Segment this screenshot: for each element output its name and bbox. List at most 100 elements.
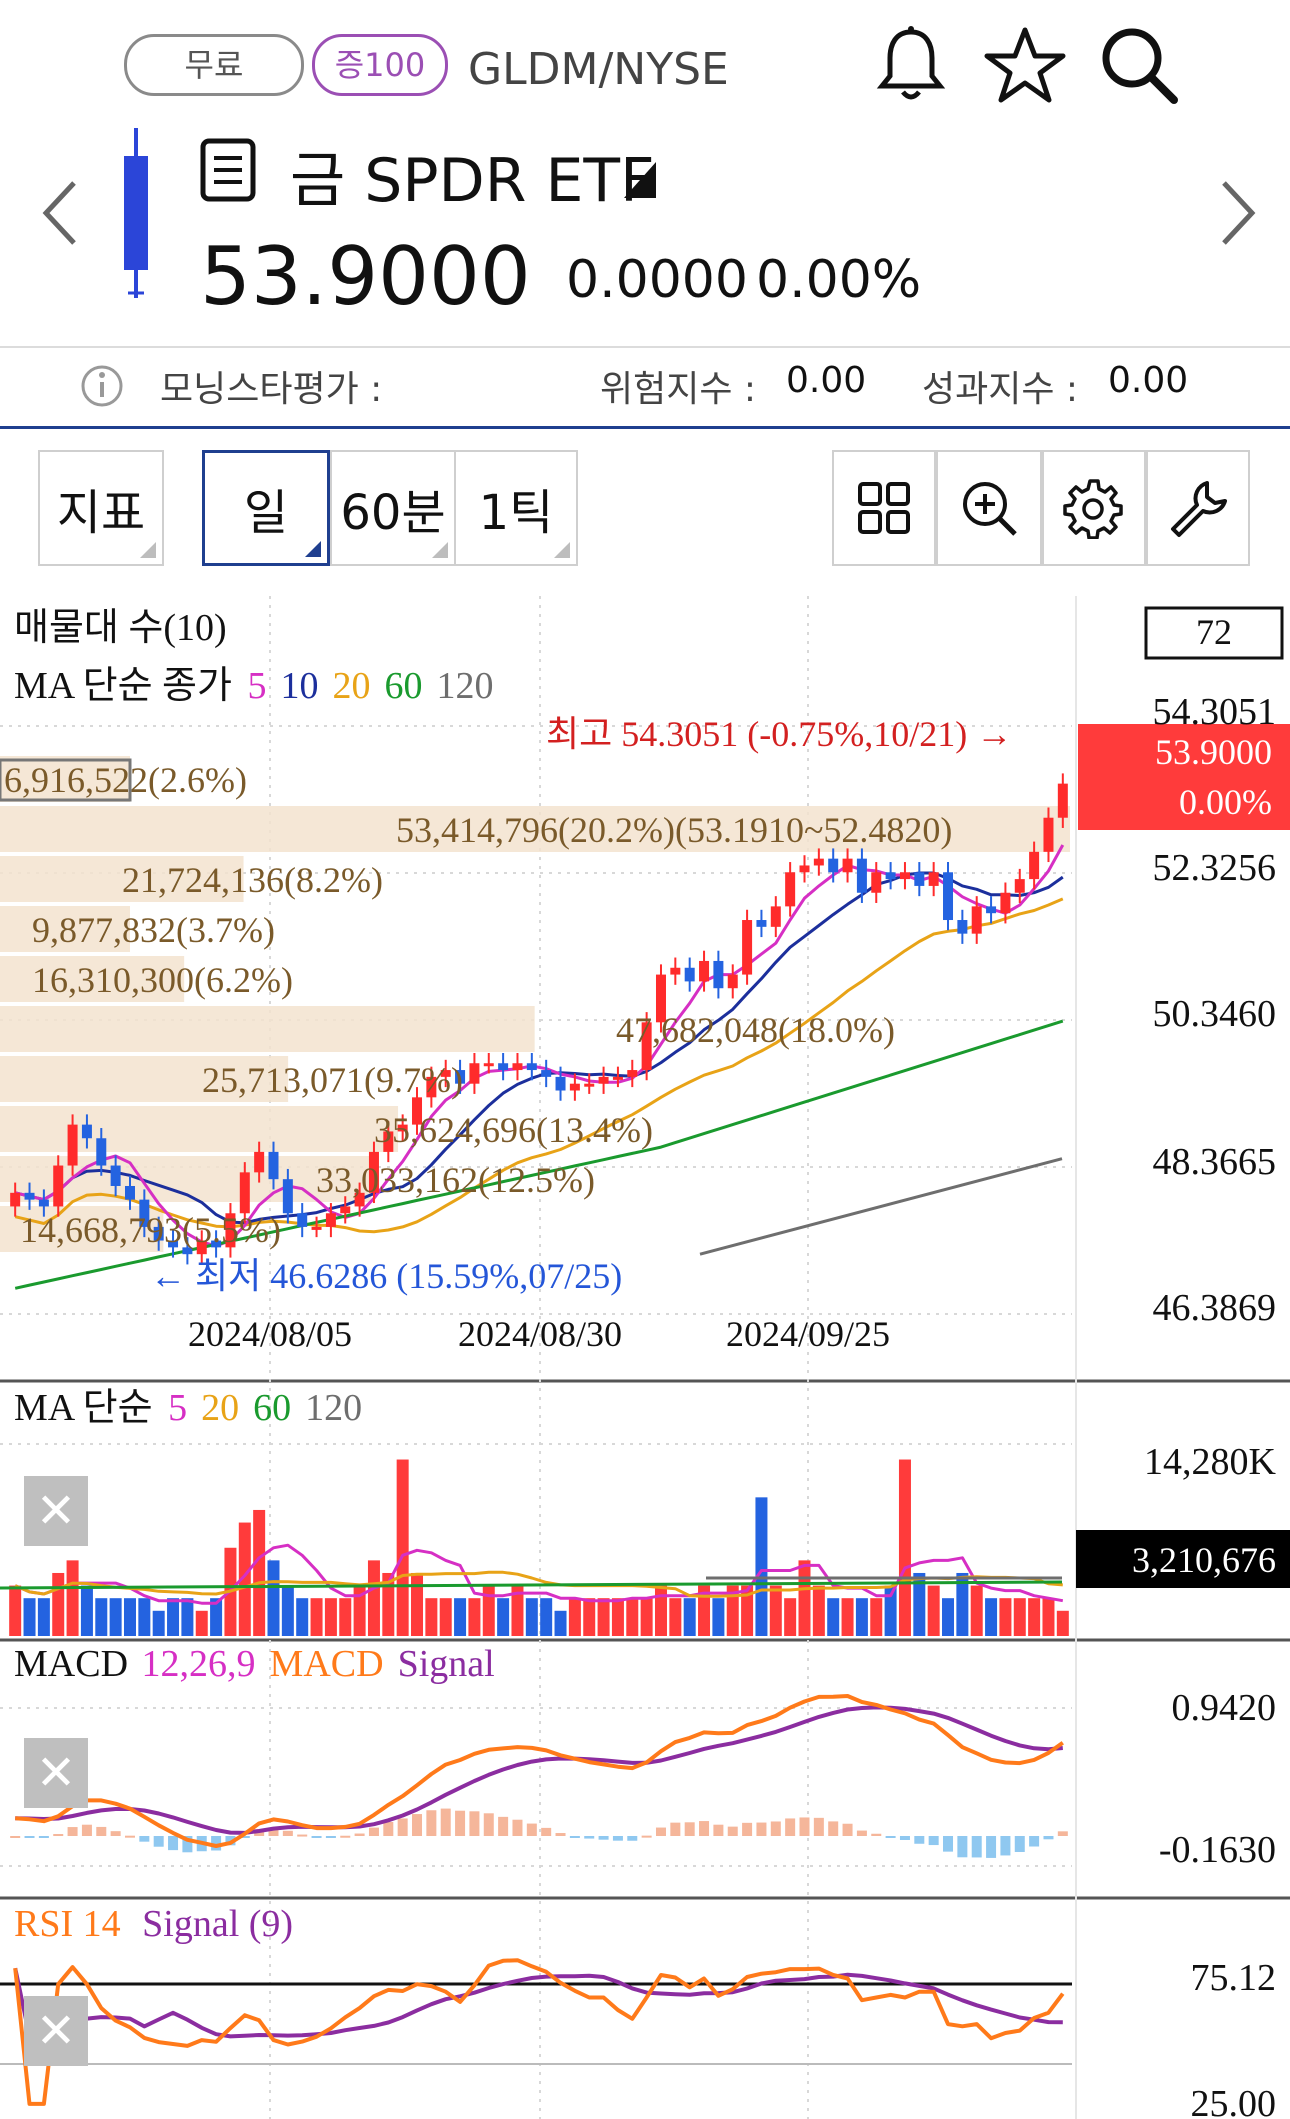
macd-histogram-bar [986,1836,997,1858]
volume-bar [741,1585,754,1636]
price-box-value: 53.9000 [1155,732,1272,772]
candle-body [584,1083,595,1087]
macd-histogram-bar [785,1818,796,1836]
macd-signal-line [15,1705,1063,1835]
free-badge[interactable]: 무료 [124,34,304,96]
volume-bar [80,1585,93,1636]
volume-bar [640,1598,653,1636]
candle-body [110,1165,121,1186]
candle-body [871,872,882,893]
macd-histogram-bar [526,1823,537,1836]
volume-profile-label: 매물대 수(10) [14,607,227,649]
level-badge[interactable]: 증100 [312,34,448,96]
document-icon[interactable] [200,138,256,202]
x-tick-0: 2024/08/05 [188,1314,352,1354]
x-tick-2: 2024/09/25 [726,1314,890,1354]
volume-bar [238,1522,251,1636]
candle-body [813,858,824,866]
volume-bar [382,1572,395,1636]
macd-histogram-bar [856,1830,867,1836]
tab-1tick[interactable]: 1틱 [454,450,578,566]
macd-histogram-bar [627,1836,638,1841]
volume-profile-label-7: 35,624,696(13.4%) [374,1110,653,1150]
volume-bar [755,1497,768,1636]
rsi-line [13,1958,1065,2106]
volume-bar [411,1572,424,1636]
ma10-line [14,871,1064,1225]
macd-histogram-bar [641,1835,652,1838]
macd-histogram-bar [211,1836,222,1851]
close-rsi-panel-icon[interactable]: ✕ [24,1996,88,2066]
macd-histogram-bar [699,1821,710,1836]
chevron-left-icon[interactable] [30,168,90,258]
volume-bar [267,1560,280,1636]
candle-body [53,1165,64,1207]
candle-body [986,906,997,914]
volume-bar [927,1585,940,1636]
y-tick-2: 50.3460 [1153,993,1277,1035]
volume-bar [9,1585,22,1636]
candle-body [340,1206,351,1214]
candle-body [498,1063,509,1071]
macd-histogram-bar [943,1836,954,1852]
macd-histogram-bar [124,1835,135,1838]
close-macd-panel-icon[interactable]: ✕ [24,1738,88,1808]
candle-body [1014,879,1025,893]
macd-histogram-bar [311,1836,322,1838]
zoom-button[interactable] [936,450,1042,566]
close-volume-panel-icon[interactable]: ✕ [24,1476,88,1546]
macd-histogram-bar [354,1833,365,1836]
macd-histogram-bar [397,1818,408,1836]
volume-bar [52,1572,65,1636]
volume-bar [985,1598,998,1636]
macd-histogram-bar [957,1836,968,1858]
candle-body [770,906,781,927]
volume-bar [324,1598,337,1636]
chart-area[interactable]: 매물대 수(10) 72 MA 단순 종가 5 10 20 60 120 최고 54.3051… [0,596,1290,2119]
tab-60min[interactable]: 60분 [330,450,456,566]
chevron-right-icon[interactable] [1208,168,1268,258]
macd-histogram-bar [268,1827,279,1836]
volume-bar [669,1598,682,1636]
volume-profile-bar [0,1056,289,1102]
x-tick-1: 2024/08/30 [458,1314,622,1354]
tab-day[interactable]: 일 [202,450,330,566]
candle-body [354,1192,365,1207]
candle-body [1043,817,1054,852]
volume-profile-current-box [0,758,132,802]
candle-body [899,872,910,880]
ticker-label: GLDM/NYSE [468,44,729,95]
macd-histogram-bar [928,1836,939,1846]
candle-body [254,1151,265,1173]
macd-y-top: 0.9420 [1172,1687,1277,1729]
volume-bar [367,1560,380,1636]
rsi-legend: RSI 14 Signal (9) [14,1903,293,1945]
ma-legend: MA 단순 종가 5 10 20 60 120 [14,665,493,707]
candle-body [856,858,867,893]
volume-ma5-line [14,1543,1064,1605]
volume-bar [1013,1598,1026,1636]
volume-bar [497,1598,510,1636]
candle-body [10,1192,21,1207]
indicator-button[interactable]: 지표 [38,450,164,566]
dropdown-triangle-icon[interactable] [622,160,658,200]
candle-body [641,1022,652,1071]
candle-body [756,920,767,927]
candle-body [699,960,710,982]
settings-button[interactable] [1042,450,1146,566]
price-box [1078,724,1290,830]
info-icon[interactable] [80,364,124,408]
volume-ma20-line [14,1570,1063,1598]
ma120-line [699,1157,1063,1256]
macd-histogram-bar [282,1830,293,1836]
star-icon[interactable] [980,20,1070,110]
grid-button[interactable] [832,450,936,566]
info-divider [0,426,1290,429]
bell-icon[interactable] [866,20,956,110]
tools-button[interactable] [1146,450,1250,566]
candle-body [842,858,853,873]
search-icon[interactable] [1094,20,1184,110]
gear-icon [1063,479,1123,539]
macd-histogram-bar [38,1836,49,1838]
candle-body [1000,892,1011,914]
